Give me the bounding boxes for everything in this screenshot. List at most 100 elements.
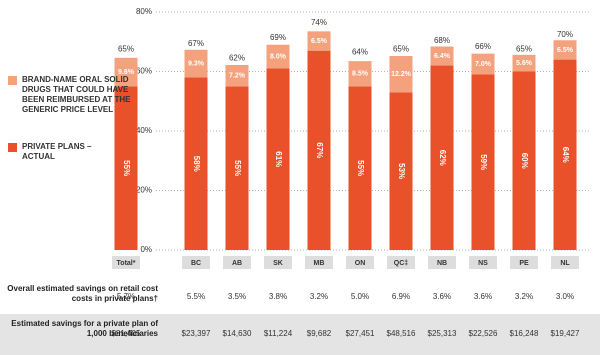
- table-cell: $9,682: [307, 329, 332, 338]
- table-cell: $14,630: [223, 329, 252, 338]
- total-label: 65%: [393, 45, 409, 54]
- value-label: 60%: [520, 153, 529, 169]
- value-label: 6.5%: [557, 47, 574, 54]
- value-label: 62%: [438, 150, 447, 166]
- bar-segment: [389, 92, 413, 250]
- value-label: 64%: [561, 147, 570, 163]
- value-label: 53%: [397, 163, 406, 179]
- table-cell: $25,313: [428, 329, 457, 338]
- total-label: 68%: [434, 36, 450, 45]
- bar-segment: [266, 68, 290, 251]
- bar-segment: [307, 50, 331, 250]
- y-tick-label: 20%: [136, 186, 152, 195]
- value-label: 55%: [233, 160, 242, 176]
- table-cell: 6.9%: [392, 292, 410, 301]
- x-tick-label: Total*: [117, 260, 136, 267]
- x-tick-label: NB: [437, 260, 447, 267]
- legend-label: BRAND-NAME ORAL SOLID DRUGS THAT COULD H…: [22, 75, 131, 114]
- category-box: [305, 256, 333, 269]
- category-box: [346, 256, 374, 269]
- legend-label: PRIVATE PLANS – ACTUAL: [22, 142, 92, 161]
- y-tick-label: 0%: [140, 245, 152, 254]
- total-label: 69%: [270, 33, 286, 42]
- table-cell: 5.0%: [351, 292, 369, 301]
- bar-segment: [512, 54, 536, 72]
- total-label: 66%: [475, 42, 491, 51]
- x-tick-label: NL: [560, 260, 570, 267]
- value-label: 7.2%: [229, 73, 246, 80]
- value-label: 59%: [479, 154, 488, 170]
- value-label: 6.5%: [311, 38, 328, 45]
- x-tick-label: ON: [355, 260, 366, 267]
- table-cell: $23,397: [182, 329, 211, 338]
- category-box: [264, 256, 292, 269]
- table-cell: 3.2%: [310, 292, 328, 301]
- bar-segment: [553, 59, 577, 250]
- y-tick-label: 80%: [136, 7, 152, 16]
- bar-segment: [430, 65, 454, 250]
- table-cell: $27,451: [346, 329, 375, 338]
- table-cell: $11,224: [264, 329, 293, 338]
- legend-swatch: [8, 143, 17, 152]
- bar-segment: [307, 31, 331, 51]
- table-cell: 3.0%: [556, 292, 574, 301]
- value-label: 9.3%: [188, 60, 205, 67]
- bar-segment: [266, 44, 290, 69]
- table-cell: 5.7%: [117, 292, 135, 301]
- bar-segment: [184, 49, 208, 78]
- x-tick-label: PE: [519, 260, 529, 267]
- total-label: 64%: [352, 48, 368, 57]
- y-tick-label: 40%: [136, 126, 152, 135]
- table-cell: $19,427: [551, 329, 580, 338]
- table-cell: $16,248: [510, 329, 539, 338]
- bar-segment: [225, 64, 249, 87]
- bar-segment: [430, 46, 454, 66]
- table-cell: 3.6%: [474, 292, 492, 301]
- table-cell: 3.5%: [228, 292, 246, 301]
- bar-segment: [471, 74, 495, 250]
- table-cell: 5.5%: [187, 292, 205, 301]
- value-label: 55%: [122, 160, 131, 176]
- x-tick-label: MB: [314, 260, 325, 267]
- category-box: [182, 256, 210, 269]
- total-label: 70%: [557, 30, 573, 39]
- value-label: 12.2%: [391, 71, 412, 78]
- table-cell: 3.6%: [433, 292, 451, 301]
- legend-swatch: [8, 76, 17, 85]
- bar-segment: [389, 56, 413, 93]
- bar-segment: [114, 57, 138, 87]
- value-label: 61%: [274, 151, 283, 167]
- value-label: 67%: [315, 142, 324, 158]
- total-label: 65%: [118, 45, 134, 54]
- category-box: [223, 256, 251, 269]
- value-label: 58%: [192, 156, 201, 172]
- bar-segment: [348, 86, 372, 250]
- x-tick-label: QC‡: [394, 260, 409, 267]
- x-tick-label: BC: [191, 260, 201, 267]
- table-row-bg: [0, 314, 600, 355]
- table-cell: 3.2%: [515, 292, 533, 301]
- value-label: 5.6%: [516, 60, 533, 67]
- category-box: [551, 256, 579, 269]
- value-label: 55%: [356, 160, 365, 176]
- bar-segment: [114, 86, 138, 250]
- x-tick-label: AB: [232, 260, 242, 267]
- table-cell: $31,405: [112, 329, 141, 338]
- category-box: [112, 256, 140, 269]
- value-label: 9.6%: [118, 69, 135, 76]
- category-box: [428, 256, 456, 269]
- value-label: 6.4%: [434, 53, 451, 60]
- bar-segment: [512, 71, 536, 250]
- value-label: 7.0%: [475, 61, 492, 68]
- x-tick-label: SK: [273, 260, 283, 267]
- bar-segment: [348, 61, 372, 87]
- bar-segment: [225, 86, 249, 250]
- category-box: [510, 256, 538, 269]
- y-tick-label: 60%: [136, 67, 152, 76]
- row-label: Estimated savings for a private plan of …: [11, 319, 158, 338]
- table-cell: $22,526: [469, 329, 498, 338]
- category-box: [387, 256, 415, 269]
- bar-segment: [184, 77, 208, 250]
